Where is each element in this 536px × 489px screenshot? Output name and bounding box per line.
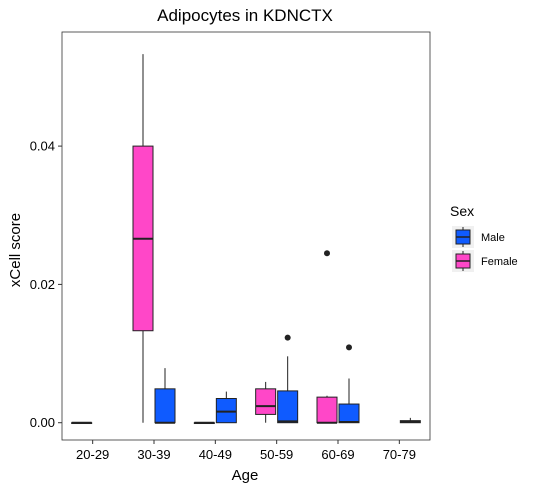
x-tick-label: 60-69 xyxy=(321,447,354,462)
plot-marks xyxy=(71,54,421,425)
box-body xyxy=(154,388,176,424)
outlier-point xyxy=(346,344,352,351)
outlier-point xyxy=(284,334,291,341)
y-tick-label: 0.00 xyxy=(30,415,55,430)
x-tick-label: 30-39 xyxy=(137,447,170,462)
box-male-40-49 xyxy=(215,391,237,424)
x-axis: 20-29 30-39 40-49 50-59 60-69 70-79 xyxy=(76,440,416,462)
box-female-20-29 xyxy=(71,421,93,425)
x-tick-label: 20-29 xyxy=(76,447,109,462)
x-tick-label: 50-59 xyxy=(260,447,293,462)
x-tick-label: 70-79 xyxy=(383,447,416,462)
x-axis-title: Age xyxy=(232,467,259,484)
box-body xyxy=(338,403,360,424)
y-axis: 0.00 0.02 0.04 xyxy=(30,139,62,430)
legend-item-female: Female xyxy=(452,250,518,272)
box-male-50-59 xyxy=(277,334,299,424)
legend-title: Sex xyxy=(450,203,474,219)
box-body xyxy=(255,388,277,415)
box-female-50-59 xyxy=(255,381,277,423)
y-axis-title: xCell score xyxy=(7,213,24,287)
outlier-point xyxy=(324,250,330,257)
legend-label: Female xyxy=(481,256,518,268)
box-female-30-39 xyxy=(132,54,154,423)
legend-item-male: Male xyxy=(452,226,505,248)
plot-panel xyxy=(61,31,431,441)
legend: Sex Male Female xyxy=(450,203,518,272)
x-tick-label: 40-49 xyxy=(199,447,232,462)
y-tick-label: 0.02 xyxy=(30,277,55,292)
box-male-70-79 xyxy=(399,417,421,424)
y-tick-label: 0.04 xyxy=(30,139,55,154)
legend-label: Male xyxy=(481,232,505,244)
box-female-60-69 xyxy=(316,250,338,424)
chart-title: Adipocytes in KDNCTX xyxy=(157,6,333,25)
box-body xyxy=(316,396,338,424)
box-male-30-39 xyxy=(154,368,176,424)
box-male-60-69 xyxy=(338,344,360,424)
box-female-40-49 xyxy=(193,421,215,425)
box-body xyxy=(215,398,237,424)
box-body xyxy=(277,390,299,424)
